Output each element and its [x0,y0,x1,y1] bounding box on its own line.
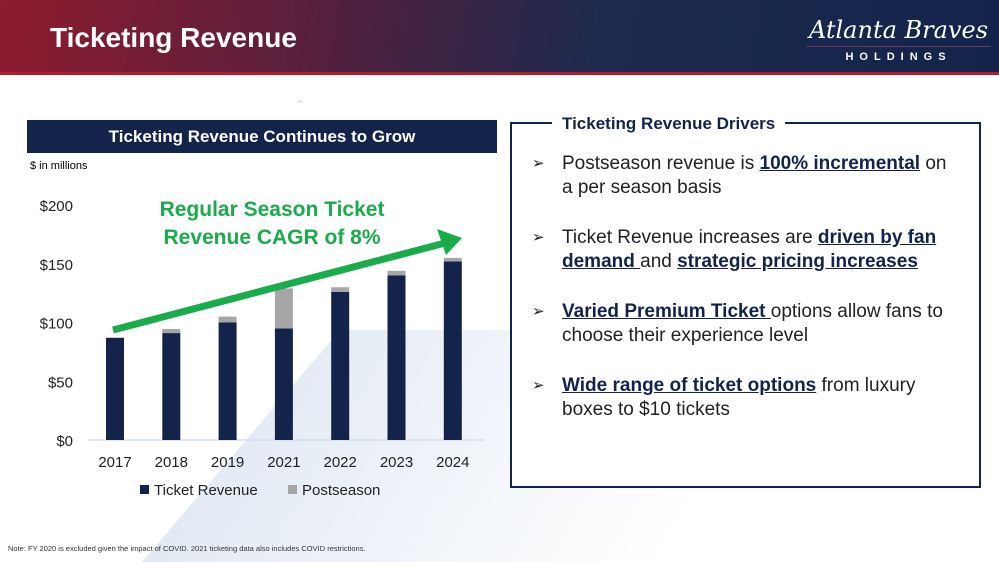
x-tick-label: 2017 [98,454,131,471]
plain-text: options allow fans to choose their exper… [562,301,943,346]
x-tick-label: 2024 [436,454,469,471]
driver-text: Wide range of ticket options from luxury… [562,374,949,422]
emphasis-text: driven by fan demand [562,227,937,272]
cagr-annotation: Revenue CAGR of 8% [163,226,380,249]
header-divider [0,72,999,75]
y-tick-label: $100 [40,316,73,333]
driver-text: Ticket Revenue increases are driven by f… [562,226,949,274]
bar-ticket-revenue [387,275,406,440]
page-title: Ticketing Revenue [50,22,297,53]
bar-ticket-revenue [443,261,462,440]
bar-ticket-revenue [218,322,237,440]
emphasis-text: Wide range of ticket options [562,375,817,396]
bar-ticket-revenue [274,328,293,440]
legend-label: Postseason [302,482,380,499]
driver-item: ➢ Postseason revenue is 100% incremental … [532,152,949,200]
plain-text: on a per season basis [562,153,947,198]
x-tick-label: 2019 [211,454,244,471]
chart-units: $ in millions [30,160,88,172]
bar-postseason [331,287,350,292]
trend-arrow-line [112,239,446,334]
cagr-annotation: Regular Season Ticket [160,198,385,221]
footnote: Note: FY 2020 is excluded given the impa… [8,544,366,553]
bar-postseason [274,288,293,329]
emphasis-text: Varied Premium Ticket [562,301,771,322]
arrow-bullet-icon: ➢ [532,229,545,246]
bar-postseason [162,328,181,334]
bar-ticket-revenue [106,337,124,440]
y-tick-label: $0 [56,433,73,450]
driver-text: Varied Premium Ticket options allow fans… [562,300,949,348]
legend-label: Ticket Revenue [154,482,258,499]
plain-text: Ticket Revenue increases are [562,227,818,248]
driver-item: ➢ Wide range of ticket options from luxur… [532,374,949,422]
y-tick-label: $50 [48,374,73,391]
header-band [0,0,999,72]
logo-script: Atlanta Braves [806,16,991,47]
drivers-title: Ticketing Revenue Drivers [552,114,786,134]
bar-postseason [387,270,406,276]
driver-item: ➢ Ticket Revenue increases are driven by … [532,226,949,274]
x-tick-label: 2022 [324,454,357,471]
bar-postseason [218,316,237,323]
stray-dot [299,101,300,102]
bar-ticket-revenue [331,291,350,440]
driver-item: ➢ Varied Premium Ticket options allow fan… [532,300,949,348]
logo-sub: HOLDINGS [845,51,952,63]
y-tick-label: $200 [40,198,73,215]
bar-ticket-revenue [162,333,181,440]
emphasis-text: 100% incremental [759,153,921,174]
arrow-bullet-icon: ➢ [532,155,545,172]
emphasis-text: strategic pricing increases [677,251,918,272]
legend-swatch [140,485,149,494]
drivers-box: Ticketing Revenue Drivers ➢ Postseason re… [510,114,981,488]
y-tick-label: $150 [40,257,73,274]
logo: Atlanta Braves HOLDINGS [806,16,991,63]
chart-title: Ticketing Revenue Continues to Grow [27,120,497,153]
plain-text: and [640,251,678,272]
plain-text: Postseason revenue is [562,153,760,174]
arrow-bullet-icon: ➢ [532,303,545,320]
drivers-list: ➢ Postseason revenue is 100% incremental … [532,152,949,448]
x-tick-label: 2023 [380,454,413,471]
driver-text: Postseason revenue is 100% incremental o… [562,152,949,200]
trend-arrowhead-icon [437,229,462,255]
x-tick-label: 2021 [267,454,300,471]
plain-text: from luxury boxes to $10 tickets [562,375,916,420]
bar-postseason [443,257,462,262]
legend-swatch [288,485,297,494]
x-tick-label: 2018 [155,454,188,471]
arrow-bullet-icon: ➢ [532,377,545,394]
